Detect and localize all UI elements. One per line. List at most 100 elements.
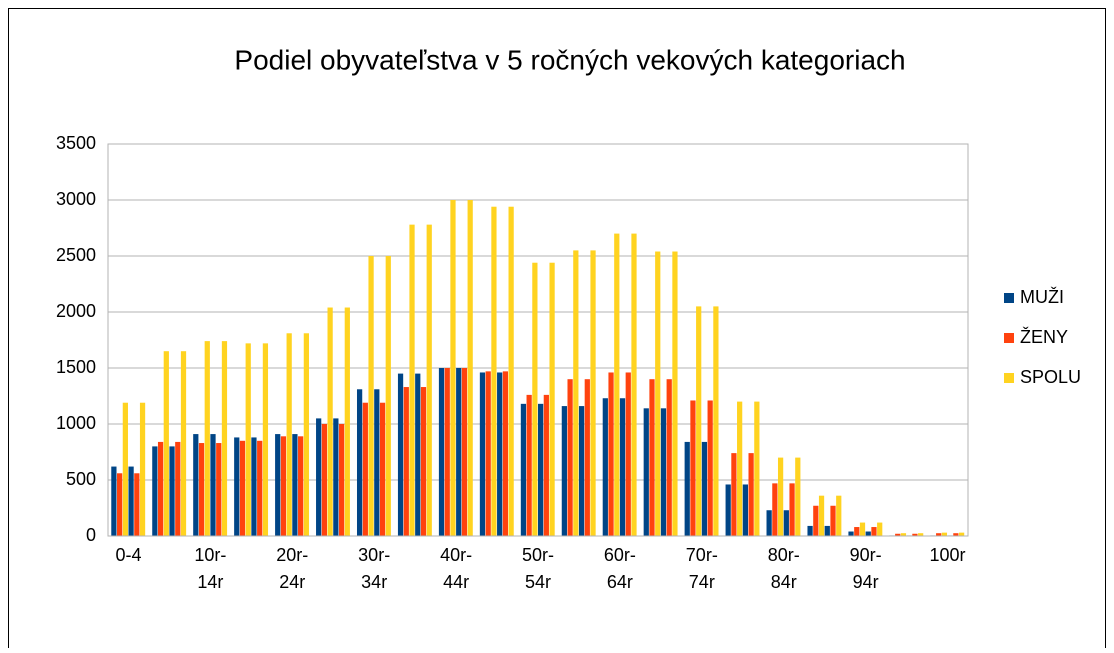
bar: [415, 373, 421, 536]
bar: [701, 441, 708, 536]
bar: [561, 406, 567, 536]
bar: [286, 333, 292, 536]
bar: [836, 495, 842, 536]
bar: [754, 401, 760, 536]
bar: [157, 441, 164, 536]
bar: [830, 505, 836, 536]
x-tick-label: 70r-74r: [686, 545, 718, 592]
bar: [877, 522, 883, 536]
bar: [818, 495, 825, 536]
y-tick-label: 2000: [56, 301, 96, 321]
x-tick-label: 20r-24r: [276, 545, 308, 592]
bar: [578, 406, 585, 536]
x-tick-label: 100r: [930, 545, 966, 565]
y-tick-label: 3500: [56, 133, 96, 153]
bar: [251, 437, 257, 536]
bar: [409, 224, 415, 536]
bar: [221, 341, 228, 536]
bar: [180, 351, 187, 536]
bar: [737, 401, 743, 536]
bar: [672, 251, 678, 536]
bar: [958, 532, 965, 536]
bar: [257, 440, 263, 536]
x-tick-label: 30r-34r: [358, 545, 390, 592]
y-tick-label: 0: [86, 525, 96, 545]
bar: [368, 256, 374, 536]
bar: [707, 400, 713, 536]
bar: [520, 403, 527, 536]
bar: [590, 250, 596, 536]
frame: [8, 8, 1106, 653]
legend-label: SPOLU: [1020, 367, 1081, 387]
bar: [403, 387, 409, 536]
x-tick-label: 10r-14r: [194, 545, 226, 592]
bar: [813, 505, 819, 536]
bar: [491, 206, 497, 536]
bar: [666, 379, 672, 536]
bar: [117, 473, 123, 536]
bar: [865, 531, 871, 536]
bar: [532, 262, 538, 536]
bar: [912, 533, 918, 536]
bar: [333, 418, 339, 536]
bar: [456, 368, 462, 536]
bar: [643, 408, 649, 536]
y-tick-label: 500: [66, 469, 96, 489]
y-tick-label: 3000: [56, 189, 96, 209]
bar: [344, 307, 350, 536]
bar: [748, 453, 754, 536]
x-tick-label: 40r-44r: [440, 545, 472, 592]
bar: [502, 371, 509, 536]
bar: [848, 531, 854, 536]
bar: [614, 233, 620, 536]
bar: [772, 483, 778, 536]
bar: [204, 341, 210, 536]
bar: [234, 437, 240, 536]
bar: [444, 368, 450, 536]
bar: [420, 387, 427, 536]
bar: [362, 402, 368, 536]
bar: [766, 510, 772, 536]
bar: [280, 436, 287, 536]
bar: [807, 525, 813, 536]
bar: [649, 379, 655, 536]
chart-title: Podiel obyvateľstva v 5 ročných vekových…: [234, 44, 905, 75]
bar: [573, 250, 579, 536]
bar: [298, 436, 304, 536]
bar: [508, 206, 514, 536]
bar: [789, 483, 795, 536]
bar: [936, 533, 942, 536]
bar: [262, 343, 269, 536]
bar: [193, 434, 199, 536]
bar: [725, 484, 731, 536]
y-tick-label: 1000: [56, 413, 96, 433]
legend-label: MUŽI: [1020, 287, 1064, 307]
bar: [538, 403, 544, 536]
bar: [941, 532, 948, 536]
bar: [655, 251, 661, 536]
bar: [379, 402, 386, 536]
bar: [321, 424, 328, 536]
bar: [696, 306, 702, 536]
bar: [608, 372, 614, 536]
bar: [631, 233, 637, 536]
legend-label: ŽENY: [1020, 327, 1068, 347]
bar: [316, 418, 322, 536]
bar: [485, 371, 491, 536]
bar: [731, 453, 737, 536]
bar: [619, 398, 626, 536]
bar: [461, 368, 468, 536]
bar: [526, 394, 532, 536]
bar: [602, 398, 608, 536]
bar: [795, 457, 801, 536]
bar: [163, 351, 169, 536]
bar: [239, 440, 246, 536]
bar: [152, 446, 158, 536]
bar: [216, 443, 222, 536]
bar: [292, 434, 298, 536]
bar: [175, 441, 181, 536]
bar: [900, 533, 907, 536]
bar: [111, 466, 117, 536]
bar: [374, 389, 380, 536]
